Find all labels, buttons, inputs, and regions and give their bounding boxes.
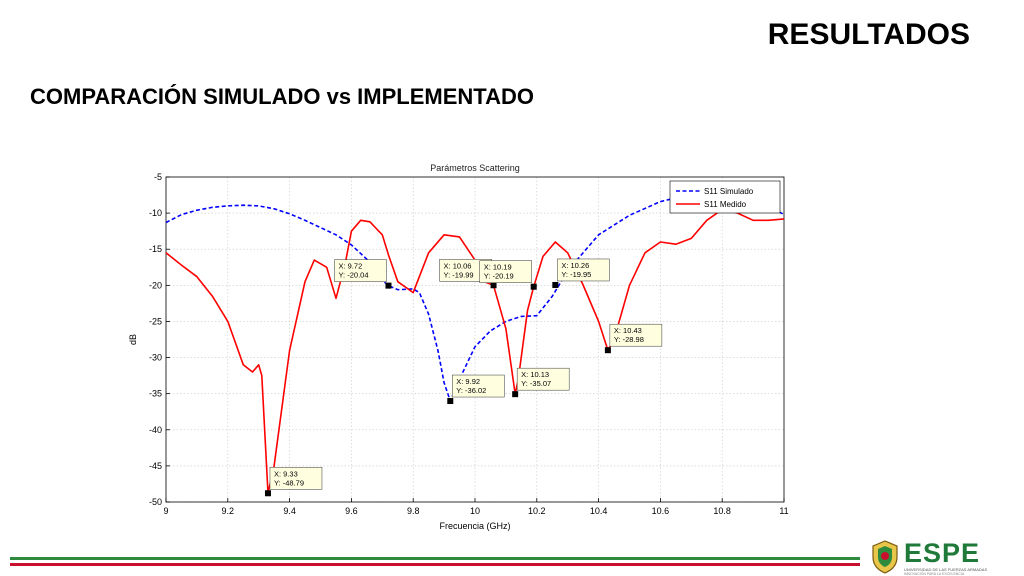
x-tick-label: 9.2: [222, 506, 235, 516]
x-tick-label: 10.4: [590, 506, 608, 516]
x-tick-label: 10.2: [528, 506, 546, 516]
datatip-x-label: X: 10.19: [484, 263, 512, 272]
x-axis-label: Frecuencia (GHz): [439, 521, 510, 531]
y-tick-label: -40: [149, 425, 162, 435]
datatip-marker: [385, 282, 392, 289]
datatip-y-label: Y: -35.07: [521, 379, 551, 388]
datatip-box: [479, 260, 532, 283]
university-seal-icon: [872, 540, 898, 574]
datatip-x-label: X: 10.13: [521, 370, 549, 379]
datatip-box: [557, 258, 610, 282]
datatip-x-label: X: 10.06: [444, 261, 472, 270]
datatip-marker: [264, 490, 271, 497]
footer-line-red: [10, 563, 860, 566]
x-tick-label: 9.8: [407, 506, 420, 516]
x-tick-label: 9.4: [283, 506, 296, 516]
x-tick-label: 9: [163, 506, 168, 516]
y-tick-label: -20: [149, 280, 162, 290]
datatip-x-label: X: 10.26: [561, 261, 589, 270]
datatip-marker: [604, 347, 611, 354]
y-tick-label: -25: [149, 316, 162, 326]
datatip-marker: [512, 391, 519, 398]
datatip-x-label: X: 9.92: [456, 377, 480, 386]
y-tick-label: -50: [149, 497, 162, 507]
x-tick-label: 9.6: [345, 506, 358, 516]
logo-tagline: UNIVERSIDAD DE LAS FUERZAS ARMADAS: [904, 567, 988, 572]
datatip-y-label: Y: -20.04: [338, 271, 368, 280]
datatip-marker: [530, 283, 537, 290]
datatip-y-label: Y: -19.99: [444, 270, 474, 279]
datatip-y-label: Y: -48.79: [274, 478, 304, 487]
datatip: X: 9.92Y: -36.02: [452, 374, 505, 398]
datatip-box: [452, 374, 505, 398]
y-tick-label: -45: [149, 461, 162, 471]
chart-legend: S11 Simulado S11 Medido: [669, 180, 781, 214]
datatip: X: 10.43Y: -28.98: [609, 323, 663, 347]
datatip-marker: [490, 282, 497, 289]
logo-wordmark: ESPE: [904, 538, 981, 568]
datatip: X: 10.13Y: -35.07: [516, 367, 570, 391]
y-tick-label: -10: [149, 208, 162, 218]
datatip-y-label: Y: -20.19: [484, 272, 514, 281]
y-axis-label: dB: [128, 334, 138, 345]
datatip-box: [269, 467, 323, 490]
x-tick-label: 10.8: [713, 506, 731, 516]
datatip-x-label: X: 9.33: [274, 469, 298, 478]
y-tick-label: -5: [154, 172, 162, 182]
plot-frame: [165, 176, 785, 503]
datatip-x-label: X: 9.72: [338, 262, 362, 271]
legend-label: S11 Simulado: [704, 187, 754, 196]
datatip-box: [516, 367, 570, 391]
datatip-marker: [552, 281, 559, 288]
slide-subtitle: COMPARACIÓN SIMULADO vs IMPLEMENTADO: [30, 84, 534, 109]
datatip-x-label: X: 10.43: [614, 326, 642, 335]
y-tick-label: -30: [149, 353, 162, 363]
legend-box: [669, 180, 781, 214]
legend-label: S11 Medido: [704, 200, 747, 209]
datatip: X: 10.26Y: -19.95: [557, 258, 610, 282]
datatip-box: [334, 259, 387, 282]
s11-medido-line: [165, 208, 785, 495]
y-tick-label: -15: [149, 244, 162, 254]
s-parameters-chart: Parámetros Scattering 9 9.2 9.4 9.6 9.8 10 10.2…: [128, 163, 789, 531]
datatip-y-label: Y: -36.02: [456, 386, 486, 395]
datatip-box: [609, 323, 663, 347]
x-tick-label: 11: [779, 506, 788, 516]
slide-title: RESULTADOS: [767, 18, 970, 51]
espe-logo: ESPE UNIVERSIDAD DE LAS FUERZAS ARMADAS …: [870, 538, 1000, 576]
y-tick-label: -35: [149, 389, 162, 399]
datatip-y-label: Y: -19.95: [561, 270, 591, 279]
x-tick-label: 10: [470, 506, 480, 516]
chart-title: Parámetros Scattering: [430, 163, 520, 173]
x-tick-label: 10.6: [652, 506, 670, 516]
datatip: X: 9.33Y: -48.79: [269, 467, 323, 490]
datatip-marker: [447, 398, 454, 405]
footer-line-green: [10, 557, 860, 560]
datatip: X: 10.19Y: -20.19: [479, 260, 532, 283]
datatip-y-label: Y: -28.98: [614, 335, 644, 344]
datatip: X: 9.72Y: -20.04: [334, 259, 387, 282]
logo-motto: INNOVACIÓN PARA LA EXCELENCIA: [904, 572, 965, 576]
